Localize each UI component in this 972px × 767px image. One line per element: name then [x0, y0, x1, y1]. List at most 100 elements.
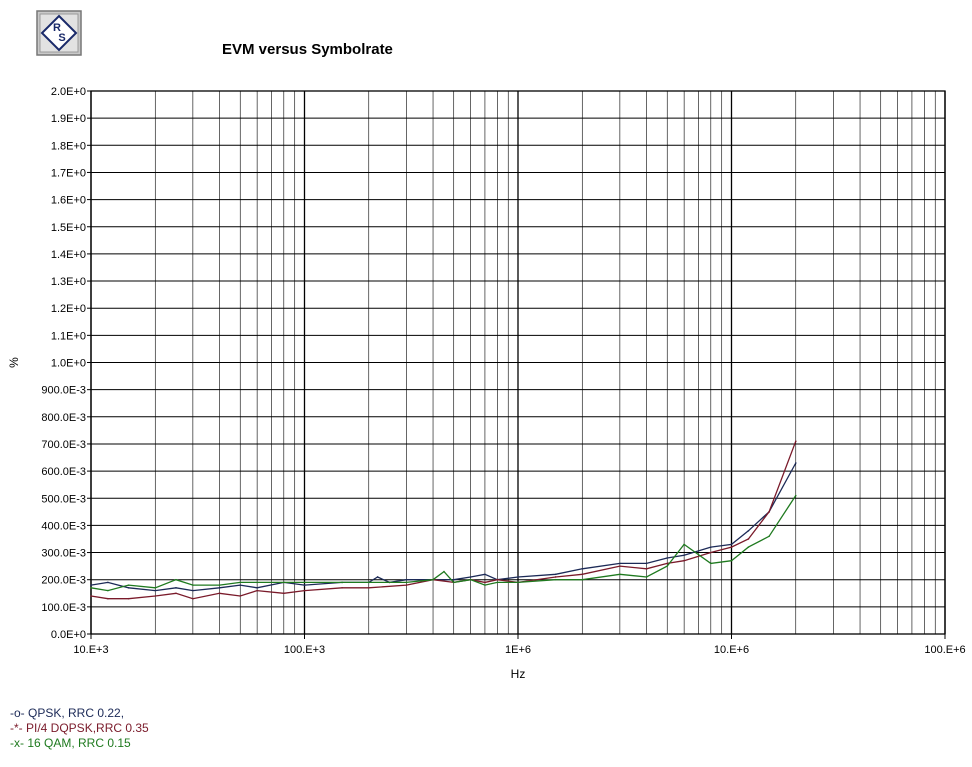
series-1-point [107, 581, 109, 584]
legend-label-1: QPSK, RRC 0.22, [28, 706, 125, 720]
logo-letter-r: R [53, 22, 61, 34]
series-2-point [90, 595, 92, 597]
series-1-point [666, 557, 669, 559]
series-1-point [517, 576, 519, 578]
series-2-point [768, 511, 770, 513]
y-tick-label: 700.0E-3 [41, 439, 86, 451]
legend-marker-2: -*- [10, 721, 26, 735]
y-tick-label: 0.0E+0 [51, 629, 86, 641]
series-1-point [581, 568, 584, 570]
series-3-point [283, 581, 285, 584]
series-3-point [239, 581, 242, 584]
series-1-point [90, 584, 92, 586]
x-axis-label: Hz [511, 667, 526, 681]
series-3-point [192, 584, 194, 586]
plot-frame [90, 90, 946, 635]
y-tick-label: 1.7E+0 [51, 167, 86, 179]
series-3-point [747, 546, 750, 548]
series-2-point [484, 581, 486, 584]
legend-item-3: -x- 16 QAM, RRC 0.15 [10, 736, 149, 751]
series-2-point [154, 595, 157, 597]
series-2-point [367, 587, 370, 589]
y-tick-label: 1.8E+0 [51, 140, 86, 152]
y-tick-label: 800.0E-3 [41, 412, 86, 424]
series-line-2 [90, 440, 797, 600]
series-1-point [127, 587, 130, 589]
series-2-point [303, 589, 306, 592]
series-3-point [367, 581, 370, 584]
series-2-point [239, 595, 242, 597]
series-1-point [730, 543, 733, 546]
series-2-point [730, 546, 733, 548]
series-line-3 [90, 495, 797, 592]
series-3-point [469, 578, 472, 581]
series-3-point [619, 573, 621, 576]
series-3-point [443, 570, 445, 573]
series-1-point [619, 562, 621, 565]
x-tick-label: 100.E+6 [924, 644, 965, 656]
y-tick-label: 600.0E-3 [41, 466, 86, 478]
legend-marker-1: -o- [10, 706, 28, 720]
series-1-point [192, 589, 194, 592]
series-1-point [710, 546, 712, 548]
series-2-point [496, 578, 499, 581]
series-3-point [554, 578, 557, 581]
series-3-point [218, 584, 221, 586]
series-2-point [645, 568, 648, 570]
series-2-point [554, 576, 557, 578]
series-1-point [376, 576, 379, 578]
series-2-point [710, 551, 712, 554]
series-3-point [303, 581, 306, 584]
series-3-point [496, 581, 499, 584]
y-tick-label: 1.5E+0 [51, 222, 86, 234]
chart-plot: 10.E+3 100.E+3 1E+6 10.E+6 100.E+6 0.0E+0 100.… [7, 86, 966, 681]
series-2-point [581, 573, 584, 576]
series-1-point [256, 587, 258, 589]
y-tick-label: 1.3E+0 [51, 276, 86, 288]
chart-title: EVM versus Symbolrate [222, 41, 393, 58]
series-2-point [747, 538, 750, 540]
series-1-point [175, 587, 177, 589]
series-3-point [710, 562, 712, 565]
series-2-point [127, 597, 130, 600]
y-tick-label: 200.0E-3 [41, 575, 86, 587]
series-3-point [484, 584, 486, 586]
series-1-point [683, 554, 685, 557]
y-tick-label: 1.6E+0 [51, 195, 86, 207]
series-2-point [683, 559, 685, 562]
legend-item-2: -*- PI/4 DQPSK,RRC 0.35 [10, 721, 149, 736]
series-3-point [405, 581, 408, 584]
y-tick-label: 300.0E-3 [41, 548, 86, 560]
y-tick-label: 100.0E-3 [41, 602, 86, 614]
series-2-point [192, 597, 194, 600]
series-3-point [645, 576, 648, 578]
series-3-point [452, 581, 455, 584]
series-1-point [747, 530, 750, 532]
series-1-point [239, 584, 242, 586]
series-2-point [175, 592, 177, 595]
series-1-point [154, 589, 157, 592]
series-3-point [175, 578, 177, 581]
y-tick-label: 1.9E+0 [51, 113, 86, 125]
y-tick-label: 1.2E+0 [51, 303, 86, 315]
logo-letter-s: S [58, 32, 65, 44]
series-3-point [581, 578, 584, 581]
x-tick-label: 100.E+3 [284, 644, 325, 656]
rohde-schwarz-logo-icon: R S [36, 10, 82, 56]
series-1-point [405, 578, 408, 581]
series-3-point [90, 587, 92, 589]
x-tick-label: 10.E+3 [73, 644, 108, 656]
series-1-point [303, 584, 306, 586]
series-3-point [107, 589, 109, 592]
series-2-point [619, 565, 621, 567]
series-3-point [154, 587, 157, 589]
y-tick-label: 1.4E+0 [51, 249, 86, 261]
y-tick-label: 400.0E-3 [41, 520, 86, 532]
series-3-point [683, 543, 685, 546]
series-3-point [432, 578, 434, 581]
series-1-point [469, 576, 472, 578]
series-1-point [452, 578, 455, 581]
series-2-point [405, 584, 408, 586]
x-tick-label: 1E+6 [505, 644, 531, 656]
x-tick-label: 10.E+6 [714, 644, 749, 656]
